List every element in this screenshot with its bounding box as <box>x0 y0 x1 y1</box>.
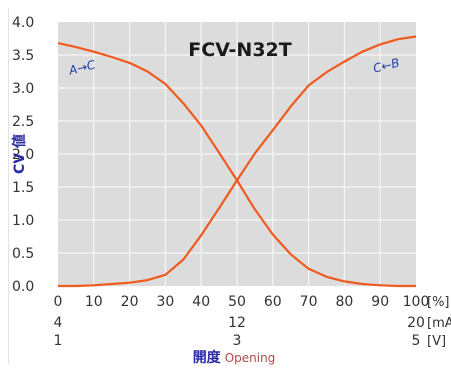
y-tick-label: 4.0 <box>12 15 34 31</box>
x-tick-label: 50 <box>228 294 246 310</box>
series-annotation: A→C <box>66 57 97 77</box>
y-tick-label: 3.5 <box>12 48 34 64</box>
y-tick-label: 1.0 <box>12 213 34 229</box>
x-tick-label: 100 <box>403 294 430 310</box>
x-tick-label: 4 <box>54 315 63 331</box>
left-divider <box>8 8 9 364</box>
y-tick-label: 0.0 <box>12 279 34 295</box>
x-tick-label: 0 <box>54 294 63 310</box>
x-tick-label: 30 <box>156 294 174 310</box>
x-unit-label: [mA] <box>427 316 451 331</box>
x-unit-label: [V] <box>427 334 446 349</box>
y-tick-label: 2.0 <box>12 147 34 163</box>
chart-title: FCV-N32T <box>188 39 291 61</box>
x-axis-label: 開度 Opening <box>193 349 276 366</box>
y-tick-label: 2.5 <box>12 114 34 130</box>
x-tick-label: 40 <box>192 294 210 310</box>
x-tick-label: 1 <box>54 333 63 349</box>
x-tick-label: 90 <box>371 294 389 310</box>
y-axis-label: CV 値 <box>11 134 28 174</box>
x-tick-label: 20 <box>121 294 139 310</box>
x-tick-label: 12 <box>228 315 246 331</box>
x-tick-label: 10 <box>85 294 103 310</box>
y-tick-label: 3.0 <box>12 81 34 97</box>
series-annotation: C←B <box>372 56 401 76</box>
x-tick-label: 70 <box>300 294 318 310</box>
x-tick-label: 60 <box>264 294 282 310</box>
x-tick-label: 80 <box>335 294 353 310</box>
y-tick-label: 0.5 <box>12 246 34 262</box>
x-tick-label: 3 <box>233 333 242 349</box>
x-unit-label: [%] <box>427 295 450 310</box>
x-tick-label: 20 <box>407 315 425 331</box>
y-tick-label: 1.5 <box>12 180 34 196</box>
x-tick-label: 5 <box>412 333 421 349</box>
series-line <box>58 35 417 288</box>
